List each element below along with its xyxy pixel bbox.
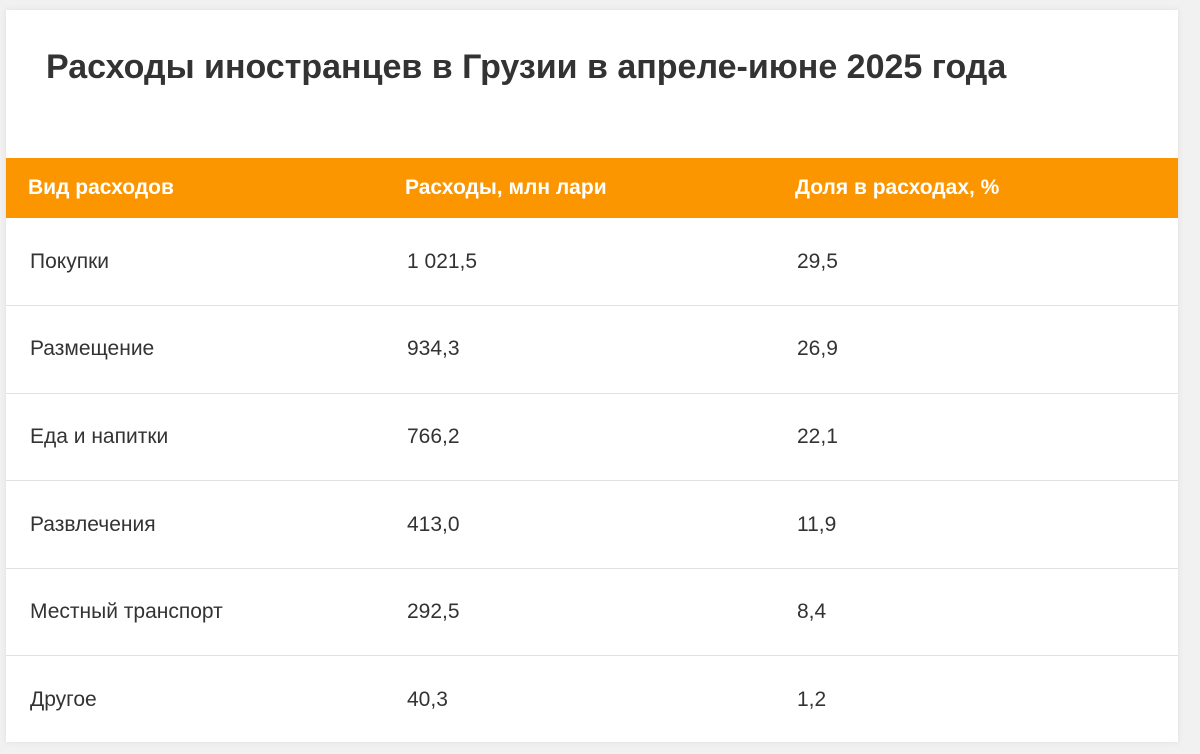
- table-row: Местный транспорт 292,5 8,4: [6, 568, 1178, 656]
- column-header-expense-type: Вид расходов: [28, 176, 174, 199]
- cell-expenses-amount: 934,3: [407, 337, 460, 361]
- table-row: Покупки 1 021,5 29,5: [6, 218, 1178, 306]
- cell-expense-type: Другое: [30, 688, 97, 712]
- cell-expense-type: Развлечения: [30, 512, 156, 536]
- table-row: Еда и напитки 766,2 22,1: [6, 393, 1178, 481]
- cell-expenses-amount: 766,2: [407, 424, 460, 448]
- cell-expense-type: Размещение: [30, 337, 155, 361]
- cell-expense-share: 22,1: [797, 424, 838, 448]
- cell-expense-share: 8,4: [797, 600, 827, 624]
- expenses-table: Вид расходов Расходы, млн лари Доля в ра…: [6, 158, 1178, 742]
- cell-expenses-amount: 1 021,5: [407, 249, 478, 273]
- cell-expenses-amount: 40,3: [407, 688, 448, 712]
- cell-expenses-amount: 413,0: [407, 512, 460, 536]
- cell-expense-type: Еда и напитки: [30, 424, 169, 448]
- table-row: Развлечения 413,0 11,9: [6, 481, 1178, 569]
- cell-expenses-amount: 292,5: [407, 600, 460, 624]
- cell-expense-share: 11,9: [797, 512, 837, 536]
- column-header-expense-share: Доля в расходах, %: [795, 176, 1000, 199]
- cell-expense-type: Местный транспорт: [30, 600, 223, 624]
- table-body: Покупки 1 021,5 29,5 Размещение 934,3 26…: [6, 218, 1178, 742]
- column-header-expenses-amount: Расходы, млн лари: [405, 176, 607, 199]
- table-row: Размещение 934,3 26,9: [6, 306, 1178, 394]
- header-row: Вид расходов Расходы, млн лари Доля в ра…: [6, 158, 1178, 218]
- cell-expense-share: 1,2: [797, 688, 827, 712]
- page-title: Расходы иностранцев в Грузии в апреле-ию…: [46, 48, 1007, 86]
- cell-expense-share: 29,5: [797, 249, 838, 273]
- table-card: Расходы иностранцев в Грузии в апреле-ию…: [6, 10, 1178, 742]
- table-header: Вид расходов Расходы, млн лари Доля в ра…: [6, 158, 1178, 218]
- cell-expense-type: Покупки: [30, 249, 109, 273]
- cell-expense-share: 26,9: [797, 337, 838, 361]
- table-row: Другое 40,3 1,2: [6, 656, 1178, 742]
